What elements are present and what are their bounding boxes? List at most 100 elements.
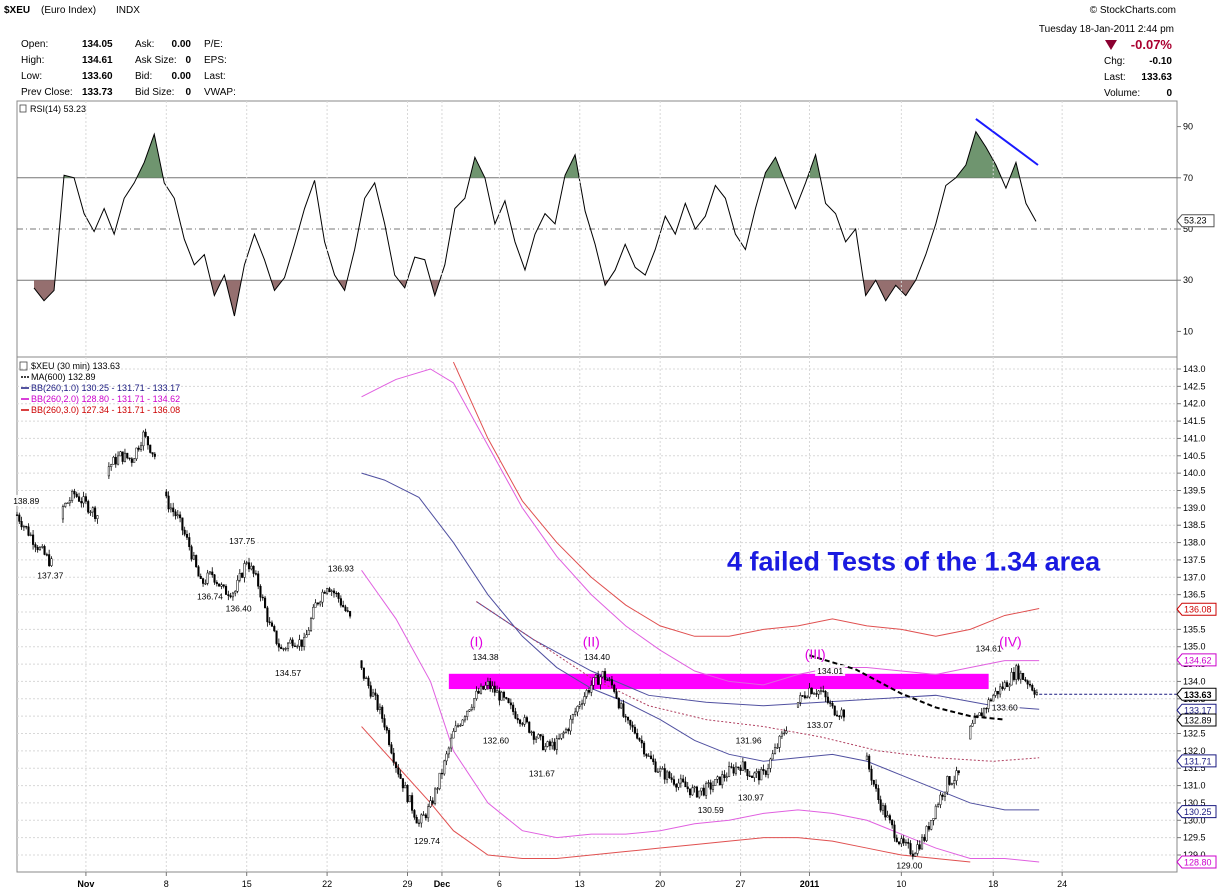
candle-body bbox=[284, 648, 287, 650]
candle-body bbox=[957, 770, 960, 774]
rsi-title: RSI(14) 53.23 bbox=[30, 104, 86, 114]
candle-body bbox=[1003, 682, 1006, 689]
price-label-bg bbox=[412, 835, 443, 847]
candle-body bbox=[757, 771, 760, 781]
candle-body bbox=[686, 786, 689, 790]
x-tick-label: 13 bbox=[575, 879, 585, 889]
candle-body bbox=[1005, 682, 1009, 688]
candle-body bbox=[707, 782, 710, 784]
bid-ask-table: Ask: 0.00 Ask Size: 0 Bid: 0.00 Bid Size: 0 bbox=[135, 39, 191, 98]
candle-body bbox=[741, 761, 744, 771]
price-label-bg bbox=[695, 803, 726, 815]
candle-body bbox=[939, 794, 942, 805]
price-label: 136.40 bbox=[226, 604, 252, 614]
price-label-bg bbox=[973, 642, 1004, 654]
candle-body bbox=[496, 690, 499, 693]
wave-label: (I) bbox=[470, 634, 483, 650]
candle-body bbox=[842, 709, 845, 718]
rsi-panel: 10 30 50 70 90 RSI(14) 53.23 53.23 bbox=[16, 100, 1215, 358]
bidask-label: Bid Size: bbox=[135, 87, 174, 98]
candle-body bbox=[443, 760, 446, 775]
candle-body bbox=[672, 779, 676, 785]
quote-value: 134.05 bbox=[82, 39, 113, 50]
price-label-bg bbox=[470, 651, 501, 663]
price-tick-label: 140.5 bbox=[1183, 451, 1206, 461]
price-label-bg bbox=[227, 534, 258, 546]
price-tick-label: 141.0 bbox=[1183, 433, 1206, 443]
candle-body bbox=[312, 606, 315, 619]
price-label: 129.74 bbox=[414, 836, 440, 846]
resistance-band bbox=[448, 673, 989, 690]
candle-body bbox=[32, 534, 35, 545]
dashed-trendline bbox=[809, 654, 1005, 721]
candle-body bbox=[764, 770, 767, 775]
price-label: 136.74 bbox=[197, 591, 223, 601]
candle-body bbox=[987, 699, 990, 709]
candle-body bbox=[415, 817, 418, 824]
candle-body bbox=[500, 691, 503, 701]
price-tick-label: 138.5 bbox=[1183, 520, 1206, 530]
candle-body bbox=[884, 805, 887, 818]
price-label-bg bbox=[480, 734, 511, 746]
price-label-bg bbox=[223, 602, 254, 614]
price-tick-label: 130.0 bbox=[1183, 815, 1206, 825]
price-panel-frame bbox=[16, 356, 1178, 873]
candle-body bbox=[197, 566, 200, 577]
change-label: Volume: bbox=[1104, 88, 1140, 99]
x-tick-label: 2011 bbox=[800, 879, 820, 889]
right-tag-box bbox=[1176, 713, 1217, 727]
candle-body bbox=[705, 782, 708, 796]
candle-body bbox=[401, 778, 404, 789]
candle-body bbox=[153, 453, 156, 457]
candle-body bbox=[231, 592, 234, 598]
candle-body bbox=[493, 685, 496, 693]
price-tick-label: 132.5 bbox=[1183, 729, 1206, 739]
candle-body bbox=[606, 679, 609, 681]
candle-body bbox=[107, 466, 110, 477]
candle-body bbox=[179, 514, 182, 519]
rsi-tag-box bbox=[1176, 214, 1215, 228]
candle-body bbox=[721, 774, 724, 786]
candle-body bbox=[571, 714, 574, 720]
candle-body bbox=[344, 606, 347, 611]
candle-body bbox=[291, 639, 294, 647]
candle-body bbox=[121, 451, 124, 462]
candle-body bbox=[367, 677, 370, 686]
candle-body bbox=[888, 815, 891, 821]
price-label-bg bbox=[35, 569, 66, 581]
candle-body bbox=[817, 690, 820, 695]
candle-body bbox=[94, 507, 97, 519]
price-tick-label: 131.5 bbox=[1183, 763, 1206, 773]
candle-body bbox=[321, 591, 324, 603]
candle-body bbox=[300, 639, 303, 647]
candle-body bbox=[185, 534, 189, 538]
right-tag-box bbox=[1176, 653, 1217, 667]
candle-body bbox=[537, 734, 540, 739]
candle-body bbox=[898, 841, 901, 845]
price-label-bg bbox=[11, 494, 42, 506]
candle-body bbox=[1035, 692, 1038, 695]
candle-body bbox=[684, 781, 687, 788]
candle-body bbox=[77, 496, 81, 502]
candle-body bbox=[723, 774, 726, 778]
price-panel: Nov 8 15 22 29 Dec 6 13 20 27 2011 10 18 24 138.89 137… bbox=[11, 101, 1217, 889]
candle-body bbox=[213, 574, 216, 583]
candle-body bbox=[261, 596, 264, 599]
candle-body bbox=[87, 501, 90, 513]
candle-body bbox=[585, 690, 588, 697]
candle-body bbox=[413, 810, 416, 818]
candle-body bbox=[280, 646, 283, 650]
candle-body bbox=[920, 836, 924, 850]
candle-body bbox=[626, 716, 630, 721]
candle-body bbox=[688, 788, 692, 796]
candle-body bbox=[551, 741, 554, 747]
candle-body bbox=[870, 768, 873, 781]
candle-body bbox=[316, 602, 319, 605]
candle-body bbox=[907, 841, 910, 844]
candle-body bbox=[911, 853, 914, 857]
candle-body bbox=[654, 761, 657, 773]
candle-body bbox=[553, 741, 556, 750]
x-tick-label: 8 bbox=[164, 879, 169, 889]
candle-body bbox=[532, 731, 535, 740]
candle-body bbox=[374, 692, 377, 696]
